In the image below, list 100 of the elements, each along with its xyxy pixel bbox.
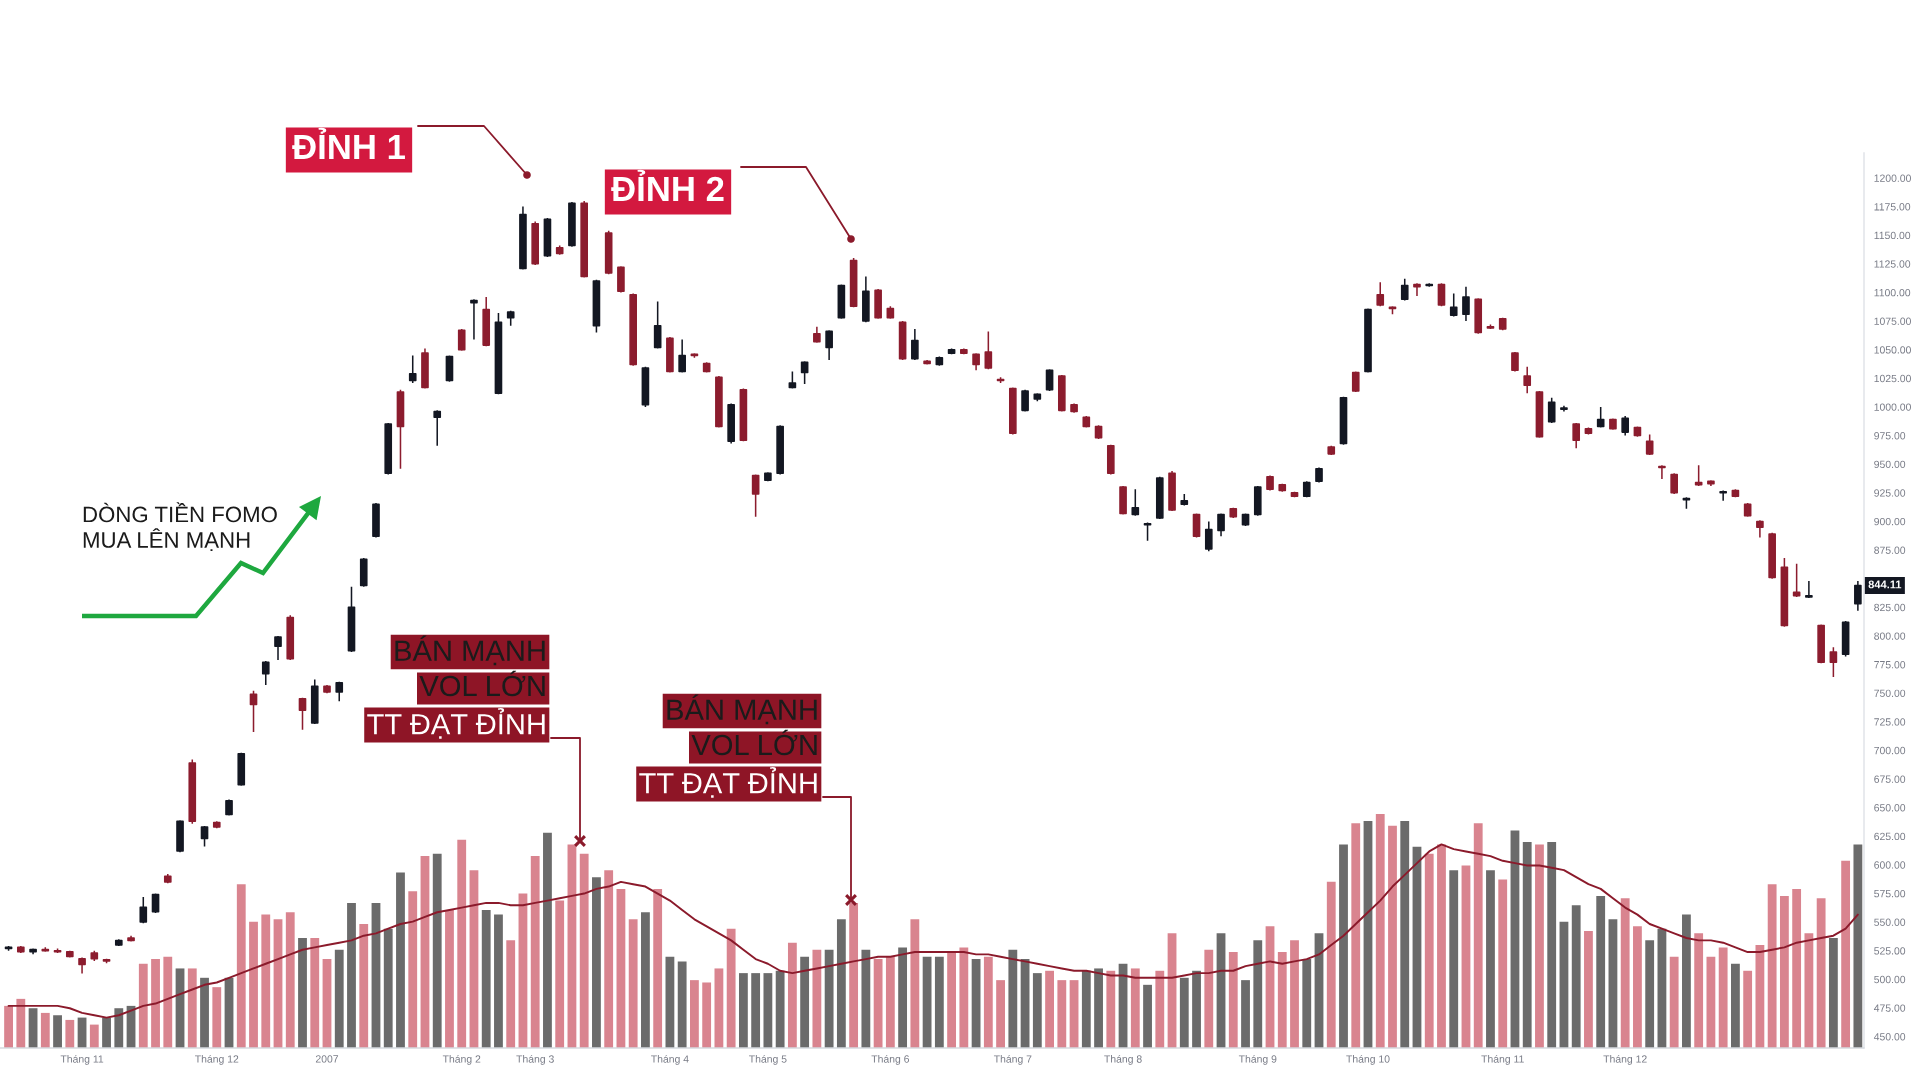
bar [1081,970,1091,1048]
candlestick [1523,366,1532,394]
bar [1571,905,1581,1048]
candlestick [1584,426,1593,436]
candlestick [874,288,882,320]
x-tick-label: Tháng 4 [651,1054,689,1065]
candlestick [1241,512,1250,527]
candlestick [1731,488,1740,499]
candlestick [1302,480,1311,499]
candlestick [641,366,650,408]
bar [726,928,736,1048]
y-tick-label: 1025.00 [1874,374,1911,383]
candlestick [408,354,417,384]
candlestick [1106,443,1115,476]
bar [236,884,246,1048]
candlestick [617,265,625,294]
candlestick [715,375,723,429]
bar [1241,980,1250,1048]
annotation: BÁN MẠNH VOL LỚN TT ĐẠT ĐỈNH [639,694,817,798]
bar [1461,865,1471,1048]
bar [347,902,356,1048]
bar [1069,980,1079,1048]
candlestick [65,949,74,959]
y-tick-label: 1100.00 [1874,288,1911,297]
y-tick-label: 550.00 [1874,918,1906,926]
candlestick [163,873,172,884]
bar [1179,977,1189,1048]
bar [1620,898,1630,1048]
candlestick [494,312,503,396]
bar [996,980,1005,1048]
candlestick [335,680,344,702]
y-tick-label: 750.00 [1874,689,1906,697]
candlestick [911,328,919,361]
y-tick-label: 975.00 [1874,432,1906,440]
bar [1008,949,1018,1048]
bar [1694,933,1704,1048]
candlestick [114,938,123,947]
candlestick [739,387,748,443]
candlestick [1535,390,1544,439]
bar [163,956,173,1048]
y-tick-label: 650.00 [1874,804,1906,812]
x-tick-label: Tháng 9 [1238,1054,1277,1065]
candlestick [788,370,797,390]
bar [1473,823,1483,1048]
annotation: ĐỈNH 1 [292,127,405,159]
bar [494,914,503,1048]
x-tick-label: Tháng 12 [195,1054,239,1065]
candlestick [1841,620,1850,658]
candlestick [1707,479,1715,487]
candlestick [1817,623,1825,665]
candlestick [923,359,931,366]
bar [114,1008,124,1048]
bar [1522,842,1532,1048]
y-tick-label: 925.00 [1874,489,1906,497]
x-tick-label: Tháng 8 [1104,1054,1142,1065]
candlestick [29,947,37,955]
bar [1779,895,1789,1048]
x-tick-label: Tháng 2 [442,1054,481,1065]
candlestick [1854,580,1862,612]
y-tick-label: 1200.00 [1874,174,1911,182]
candlestick [604,229,613,275]
bar [249,921,258,1048]
bar [1400,821,1410,1048]
candlestick [1719,489,1727,502]
candlestick [1609,417,1617,431]
annotation: ĐỈNH 2 [611,169,724,201]
candlestick [482,296,491,348]
bar [1498,879,1508,1048]
y-tick-label: 1000.00 [1874,403,1911,411]
candlestick [1449,292,1458,318]
bar [885,956,895,1048]
candlestick [1143,521,1152,542]
y-tick-label: 1050.00 [1874,346,1911,354]
candlestick [1768,532,1776,580]
x-tick-label: Tháng 5 [749,1054,787,1065]
bar [1792,888,1802,1048]
bar [690,980,699,1048]
y-tick-label: 725.00 [1874,718,1906,726]
y-tick-label: 575.00 [1874,889,1906,898]
bar [1388,825,1397,1048]
bar [787,942,797,1048]
bar [1204,949,1214,1048]
candlestick [1070,402,1078,414]
candlestick [1572,422,1581,449]
y-tick-label: 625.00 [1874,832,1906,841]
candlestick [1474,297,1483,335]
candlestick [1057,374,1066,413]
y-tick-label: 825.00 [1874,603,1906,612]
bar [481,909,491,1048]
candlestick [1217,512,1225,538]
candlestick [849,257,858,309]
bar [530,856,540,1048]
bar [824,949,834,1048]
bar [910,919,920,1048]
candlestick [1437,282,1446,307]
candlestick [1082,415,1091,429]
bar [89,1024,99,1048]
x-tick-label: Tháng 6 [871,1054,910,1065]
candlestick [286,614,295,661]
bar [1253,940,1263,1048]
